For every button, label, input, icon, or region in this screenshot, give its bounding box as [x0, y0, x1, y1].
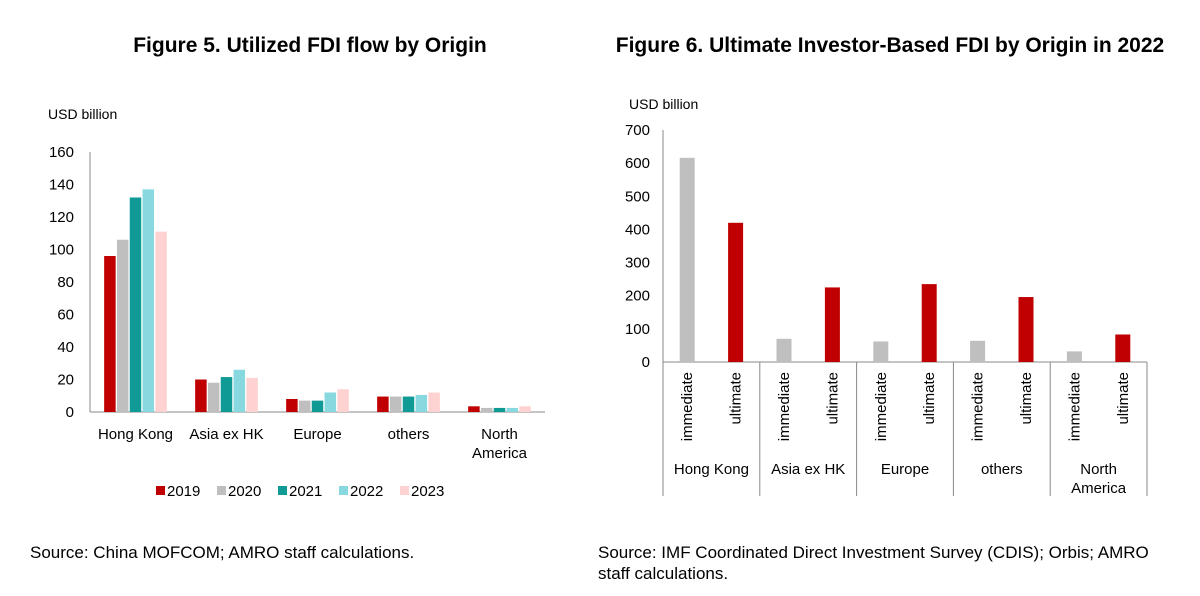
bar-others-immediate [970, 340, 986, 362]
x-group-label: others [981, 461, 1023, 478]
bar-europe-2023 [337, 389, 349, 412]
bar-north-america-2019 [468, 406, 480, 412]
figure5-title: Figure 5. Utilized FDI flow by Origin [133, 34, 487, 57]
x-tick-label: Hong Kong [98, 426, 173, 443]
y-tick-label: 0 [642, 354, 650, 371]
figure6-source: Source: IMF Coordinated Direct Investmen… [598, 543, 1149, 583]
y-tick-label: 60 [57, 307, 74, 324]
x-subcategory-label: immediate [776, 372, 793, 441]
x-group-label: America [1071, 480, 1127, 497]
y-tick-label: 200 [625, 288, 650, 305]
y-tick-label: 160 [49, 144, 74, 161]
bar-others-2019 [377, 396, 389, 412]
y-tick-label: 100 [49, 242, 74, 259]
bar-north-america-2023 [519, 406, 531, 412]
legend-swatch-2020 [217, 486, 226, 495]
bar-others-ultimate [1018, 297, 1034, 362]
legend-label-2019: 2019 [167, 483, 200, 500]
x-group-label: North [1080, 461, 1117, 478]
x-subcategory-label: immediate [679, 372, 696, 441]
bar-hong-kong-2020 [116, 239, 129, 412]
bar-others-2022 [415, 394, 428, 412]
bar-asia-ex-hk-2021 [220, 377, 233, 412]
bar-others-2023 [428, 392, 440, 412]
bar-hong-kong-immediate [679, 157, 695, 362]
y-tick-label: 120 [49, 209, 74, 226]
bar-north-america-2022 [506, 407, 519, 412]
y-tick-label: 600 [625, 155, 650, 172]
x-subcategory-label: ultimate [1115, 372, 1132, 425]
x-subcategory-label: immediate [1066, 372, 1083, 441]
figure5-chart: USD billion 0 20 40 60 80 100 120 140 160 Hong Kon… [48, 106, 545, 500]
bar-north-america-ultimate [1115, 334, 1131, 362]
y-tick-label: 700 [625, 122, 650, 139]
bar-hong-kong-ultimate [728, 222, 744, 362]
bar-north-america-2021 [493, 407, 506, 412]
x-group-label: Europe [881, 461, 929, 478]
bar-europe-2020 [298, 400, 311, 412]
x-subcategory-label: ultimate [1018, 372, 1035, 425]
y-tick-label: 500 [625, 188, 650, 205]
bar-europe-2021 [311, 400, 324, 412]
y-tick-label: 140 [49, 177, 74, 194]
y-axis-label: USD billion [629, 96, 698, 112]
bar-asia-ex-hk-ultimate [824, 287, 840, 362]
bar-north-america-2020 [480, 407, 493, 412]
x-subcategory-label: ultimate [728, 372, 745, 425]
y-axis-label: USD billion [48, 106, 117, 122]
bar-north-america-immediate [1066, 351, 1082, 362]
legend-swatch-2019 [156, 486, 165, 495]
legend-swatch-2021 [278, 486, 287, 495]
x-tick-label: Europe [293, 426, 341, 443]
x-group-label: Hong Kong [674, 461, 749, 478]
x-group-label: Asia ex HK [771, 461, 845, 478]
bar-hong-kong-2019 [104, 256, 116, 412]
bar-hong-kong-2022 [142, 189, 155, 412]
x-subcategory-label: ultimate [824, 372, 841, 425]
bar-hong-kong-2023 [155, 231, 167, 412]
y-tick-label: 80 [57, 274, 74, 291]
y-tick-label: 20 [57, 372, 74, 389]
x-tick-label: Asia ex HK [189, 426, 263, 443]
bar-europe-ultimate [921, 284, 937, 362]
y-tick-label: 400 [625, 221, 650, 238]
bar-europe-2019 [286, 399, 298, 412]
bar-europe-2022 [324, 392, 337, 412]
legend-label-2023: 2023 [411, 483, 444, 500]
x-subcategory-label: immediate [970, 372, 987, 441]
y-tick-label: 100 [625, 321, 650, 338]
bar-asia-ex-hk-2022 [233, 369, 246, 412]
bar-others-2021 [402, 396, 415, 412]
figure6-title: Figure 6. Ultimate Investor-Based FDI by… [615, 34, 1165, 57]
bar-asia-ex-hk-immediate [776, 338, 792, 362]
legend-swatch-2023 [400, 486, 409, 495]
figure5-source: Source: China MOFCOM; AMRO staff calcula… [30, 543, 415, 562]
bar-asia-ex-hk-2020 [207, 382, 220, 412]
bar-hong-kong-2021 [129, 197, 142, 412]
x-subcategory-label: immediate [873, 372, 890, 441]
legend-label-2020: 2020 [228, 483, 261, 500]
x-tick-label: North [481, 426, 518, 443]
bar-europe-immediate [873, 341, 889, 362]
x-tick-label: America [472, 445, 528, 462]
y-tick-label: 300 [625, 255, 650, 272]
bar-asia-ex-hk-2023 [246, 377, 258, 412]
figure6-chart: USD billion 0 100 200 300 400 500 600 700 immedia… [625, 96, 1148, 497]
bar-others-2020 [389, 396, 402, 412]
legend-swatch-2022 [339, 486, 348, 495]
legend-label-2021: 2021 [289, 483, 322, 500]
legend-label-2022: 2022 [350, 483, 383, 500]
bar-asia-ex-hk-2019 [195, 379, 207, 412]
x-tick-label: others [388, 426, 430, 443]
y-tick-label: 0 [66, 404, 74, 421]
y-tick-label: 40 [57, 339, 74, 356]
x-subcategory-label: ultimate [921, 372, 938, 425]
